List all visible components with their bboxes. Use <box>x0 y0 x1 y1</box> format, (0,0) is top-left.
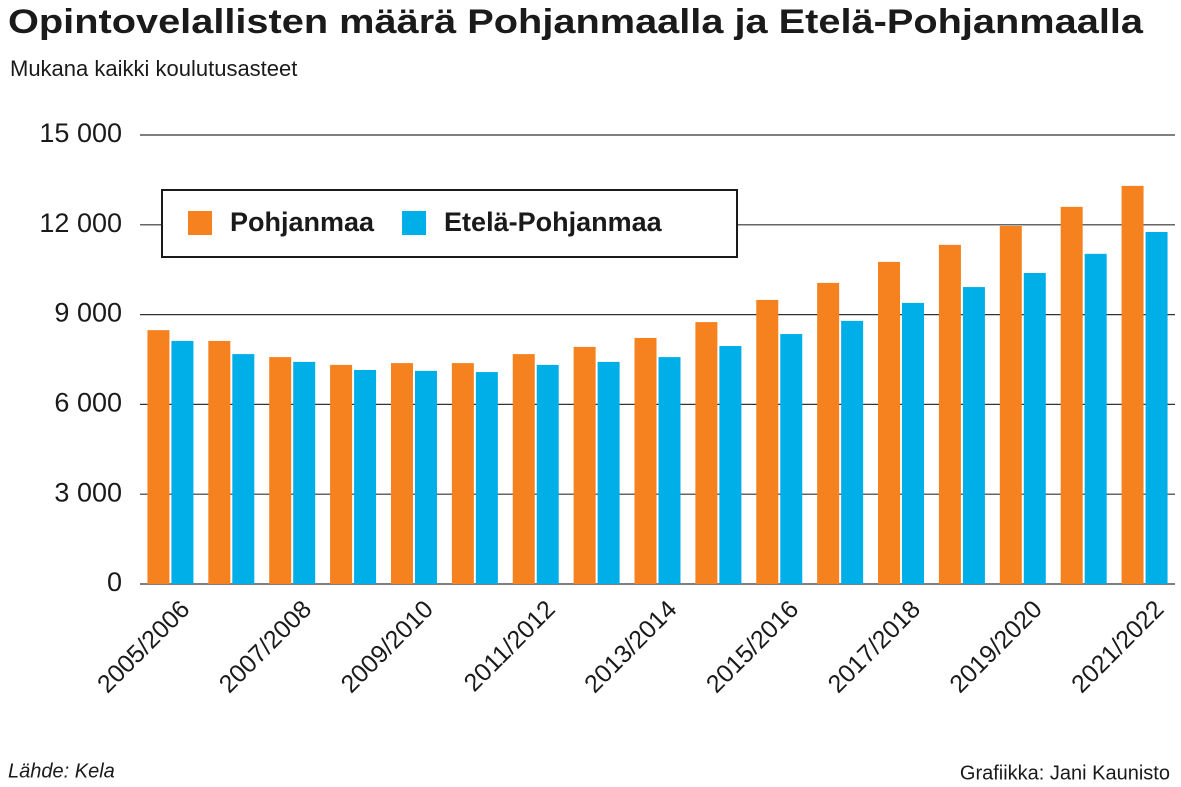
bar <box>232 354 255 584</box>
legend-swatch <box>188 211 212 235</box>
bar <box>147 330 170 584</box>
chart-title: Opintovelallisten määrä Pohjanmaalla ja … <box>8 3 1144 41</box>
x-tick-label: 2021/2022 <box>1066 595 1169 698</box>
bar <box>634 337 657 584</box>
x-tick-label: 2009/2010 <box>336 595 439 698</box>
bar <box>719 346 742 584</box>
bar <box>756 299 779 584</box>
x-tick-label: 2013/2014 <box>579 595 682 698</box>
x-tick-label: 2017/2018 <box>823 595 926 698</box>
y-tick-label: 6 000 <box>54 388 122 418</box>
bar <box>878 261 901 584</box>
bar <box>451 363 474 584</box>
bar <box>817 282 840 584</box>
y-tick-label: 9 000 <box>54 298 122 328</box>
bar <box>902 302 925 584</box>
bar <box>293 361 316 584</box>
bar <box>573 346 596 584</box>
source: Lähde: Kela <box>8 760 115 782</box>
bar <box>1121 185 1144 585</box>
bar <box>390 363 413 584</box>
bar <box>330 364 353 584</box>
bar <box>999 225 1022 585</box>
bar <box>414 370 437 584</box>
bar <box>354 369 377 584</box>
x-tick-label: 2015/2016 <box>701 595 804 698</box>
bar <box>512 354 535 584</box>
bar <box>658 357 681 584</box>
bar <box>536 364 559 584</box>
chart-subtitle: Mukana kaikki koulutusasteet <box>10 56 297 81</box>
x-tick-label: 2011/2012 <box>459 595 561 697</box>
legend-label: Pohjanmaa <box>230 207 375 237</box>
bar <box>1145 231 1168 584</box>
x-tick-label: 2005/2006 <box>92 595 195 698</box>
bar <box>171 340 194 584</box>
bar <box>695 322 718 584</box>
bar <box>597 361 620 584</box>
credit: Grafiikka: Jani Kaunisto <box>960 762 1170 784</box>
y-tick-label: 3 000 <box>54 477 122 507</box>
legend-box <box>161 189 738 258</box>
x-tick-label: 2019/2020 <box>944 595 1047 698</box>
y-tick-label: 15 000 <box>39 118 122 148</box>
bar <box>1084 253 1107 584</box>
bar <box>841 320 864 584</box>
x-tick-label: 2007/2008 <box>214 595 317 698</box>
bar <box>780 334 803 584</box>
bar <box>1023 272 1046 584</box>
y-tick-label: 12 000 <box>39 208 122 238</box>
bar <box>938 244 961 584</box>
legend-label: Etelä-Pohjanmaa <box>444 207 663 237</box>
y-tick-label: 0 <box>107 567 122 597</box>
bar <box>475 372 498 584</box>
legend-swatch <box>402 211 427 235</box>
bar <box>1060 206 1083 584</box>
bar <box>269 357 292 584</box>
bar <box>962 287 985 584</box>
bar <box>208 340 231 584</box>
